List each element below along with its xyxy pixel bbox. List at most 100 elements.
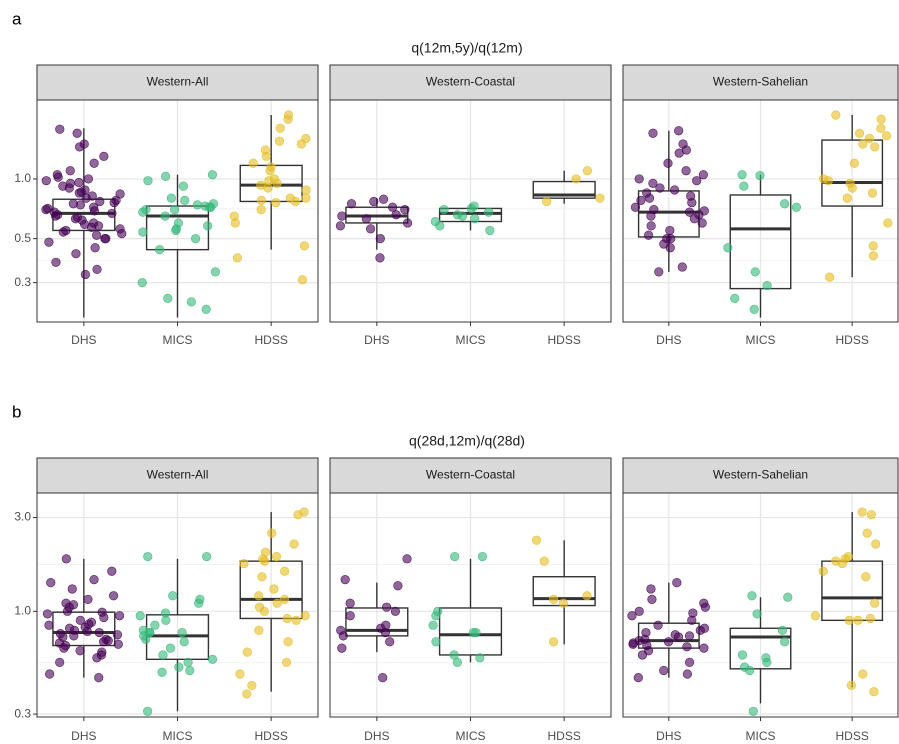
- data-point: [42, 609, 53, 619]
- data-point: [780, 637, 790, 647]
- data-point: [810, 611, 821, 621]
- data-point: [475, 653, 485, 663]
- data-point: [75, 615, 85, 625]
- facet-strip-label: Western-Coastal: [426, 75, 515, 89]
- data-point: [279, 594, 290, 605]
- data-point: [627, 611, 637, 621]
- data-point: [646, 221, 656, 231]
- data-point: [400, 205, 410, 215]
- data-point: [174, 662, 184, 672]
- data-point: [86, 222, 97, 232]
- data-point: [695, 625, 705, 635]
- data-point: [95, 196, 105, 207]
- data-point: [161, 615, 171, 625]
- data-point: [388, 202, 398, 212]
- data-point: [107, 208, 117, 219]
- data-point: [163, 293, 173, 303]
- x-tick-label: DHS: [364, 729, 389, 743]
- data-point: [232, 253, 243, 263]
- data-point: [659, 665, 669, 676]
- data-point: [361, 214, 371, 224]
- data-point: [831, 110, 841, 120]
- data-point: [435, 221, 445, 231]
- data-point: [745, 665, 755, 676]
- data-point: [165, 643, 176, 653]
- data-point: [847, 183, 857, 193]
- data-point: [89, 206, 99, 216]
- data-point: [346, 199, 357, 209]
- data-point: [65, 166, 75, 176]
- data-point: [857, 507, 867, 517]
- data-point: [382, 602, 392, 612]
- data-point: [177, 627, 187, 638]
- data-point: [254, 625, 264, 635]
- data-point: [83, 594, 93, 605]
- data-point: [883, 218, 893, 228]
- y-tick-label: 0.3: [14, 275, 31, 289]
- data-point: [470, 214, 480, 224]
- data-point: [582, 591, 592, 601]
- data-point: [637, 650, 648, 660]
- data-point: [393, 581, 403, 591]
- x-tick-label: MICS: [456, 729, 486, 743]
- data-point: [849, 158, 859, 168]
- data-point: [846, 680, 856, 690]
- data-point: [866, 510, 876, 520]
- data-point: [201, 304, 211, 314]
- box-hdss: [532, 180, 596, 199]
- data-point: [90, 243, 100, 253]
- data-point: [634, 606, 644, 616]
- x-tick-label: HDSS: [254, 333, 287, 347]
- data-point: [853, 615, 863, 625]
- data-point: [185, 665, 195, 676]
- data-point: [109, 197, 119, 208]
- data-point: [700, 602, 710, 612]
- data-point: [257, 572, 267, 582]
- data-point: [92, 264, 102, 274]
- data-point: [402, 218, 413, 228]
- x-tick-label: DHS: [71, 729, 96, 743]
- data-point: [697, 218, 707, 228]
- data-point: [390, 606, 401, 616]
- data-point: [748, 706, 758, 716]
- data-point: [869, 687, 879, 697]
- data-point: [698, 170, 708, 180]
- data-point: [80, 269, 90, 280]
- data-point: [74, 188, 84, 198]
- data-point: [247, 680, 257, 690]
- data-point: [192, 200, 202, 210]
- y-tick-label: 3.0: [14, 510, 31, 524]
- data-point: [263, 183, 273, 193]
- data-point: [628, 639, 638, 649]
- data-point: [99, 612, 109, 623]
- data-point: [269, 584, 279, 594]
- box-mics: [438, 607, 503, 656]
- facet-strip: [36, 64, 319, 101]
- x-tick-label: MICS: [456, 333, 486, 347]
- x-tick-label: HDSS: [254, 729, 287, 743]
- data-point: [137, 278, 147, 288]
- data-point: [558, 598, 568, 608]
- data-point: [282, 613, 292, 624]
- data-point: [644, 193, 655, 203]
- data-point: [466, 203, 476, 214]
- data-point: [94, 673, 104, 683]
- data-point: [41, 176, 51, 186]
- data-point: [194, 598, 204, 608]
- data-point: [452, 657, 462, 667]
- data-point: [865, 613, 875, 624]
- data-point: [289, 539, 299, 549]
- data-point: [141, 634, 151, 644]
- data-point: [254, 591, 264, 601]
- data-point: [739, 181, 749, 191]
- data-point: [868, 241, 878, 251]
- data-point: [74, 177, 84, 188]
- data-point: [75, 200, 85, 210]
- data-point: [274, 136, 285, 146]
- box-hdss: [239, 560, 303, 620]
- data-point: [682, 642, 692, 652]
- x-tick-label: MICS: [746, 729, 776, 743]
- data-point: [281, 657, 292, 667]
- data-point: [531, 535, 542, 545]
- data-point: [291, 615, 301, 625]
